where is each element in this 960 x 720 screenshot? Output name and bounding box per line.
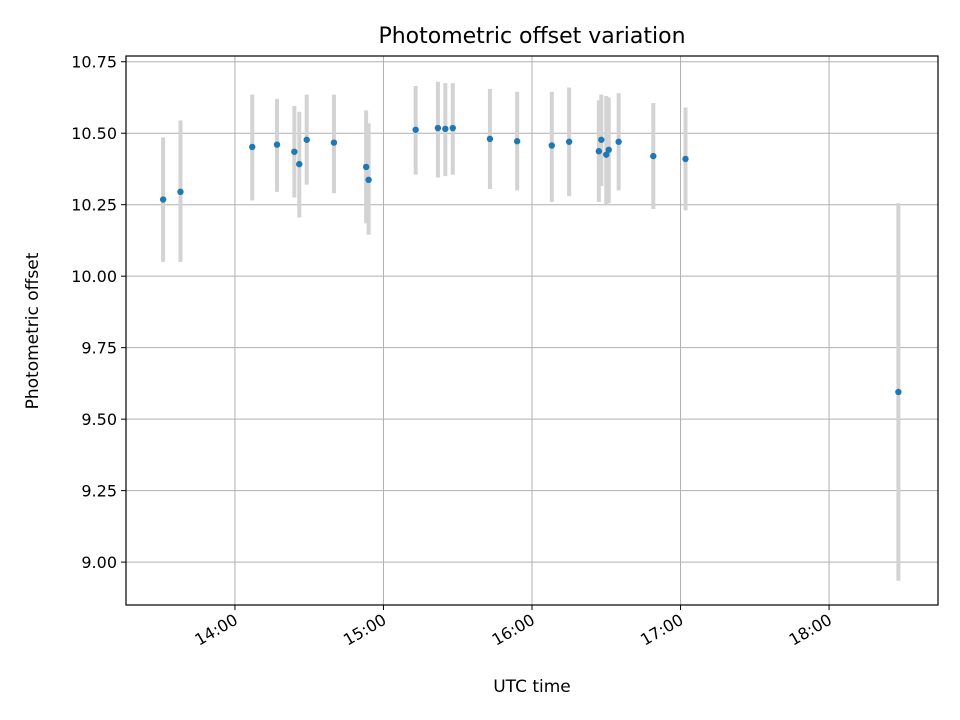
y-axis-ticks: 9.00 9.25 9.50 9.75 10.00 10.25 10.50 10.75 <box>71 53 126 572</box>
data-point <box>177 188 184 196</box>
data-point <box>598 136 605 143</box>
data-point <box>603 151 610 158</box>
y-tick-label: 9.50 <box>81 410 117 429</box>
y-tick-label: 10.25 <box>71 196 117 215</box>
data-point <box>303 136 310 143</box>
data-point <box>412 126 419 133</box>
y-tick-label: 9.75 <box>81 339 117 358</box>
data-point <box>682 155 689 163</box>
data-point <box>615 138 622 145</box>
data-point <box>513 138 521 145</box>
data-point <box>486 135 494 143</box>
data-point <box>296 160 303 168</box>
chart-title: Photometric offset variation <box>378 24 685 49</box>
y-axis-label: Photometric offset <box>23 252 43 409</box>
data-point <box>273 141 281 148</box>
y-tick-label: 10.00 <box>71 267 117 286</box>
data-point <box>442 125 449 133</box>
data-point <box>605 146 612 153</box>
y-tick-label: 10.75 <box>71 53 117 72</box>
data-point <box>291 148 298 155</box>
data-point <box>434 124 442 132</box>
data-point <box>365 176 372 184</box>
grid-lines <box>126 56 938 605</box>
y-tick-label: 10.50 <box>71 124 117 143</box>
data-points <box>159 124 902 396</box>
x-axis-label: UTC time <box>493 677 571 697</box>
data-point <box>159 196 167 203</box>
data-point <box>548 142 556 149</box>
data-point <box>595 148 603 155</box>
y-tick-label: 9.25 <box>81 482 117 501</box>
data-point <box>449 124 456 132</box>
data-point <box>895 388 902 396</box>
data-point <box>362 163 370 171</box>
data-point <box>249 143 256 151</box>
y-tick-label: 9.00 <box>81 553 117 572</box>
data-point <box>330 139 338 146</box>
data-point <box>650 152 657 160</box>
data-point <box>565 138 573 145</box>
